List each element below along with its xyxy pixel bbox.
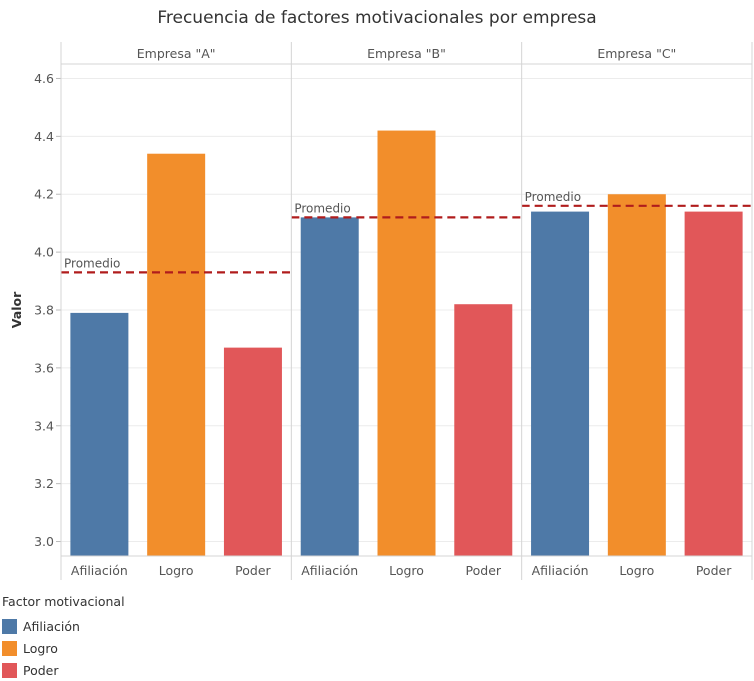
bar-0-0: [70, 312, 129, 556]
legend-title: Factor motivacional: [2, 594, 125, 609]
reference-label-2: Promedio: [525, 190, 581, 204]
x-tick-label: Logro: [389, 563, 424, 578]
legend-swatch-poder: [2, 662, 17, 678]
legend-item-afiliacion[interactable]: Afiliación: [2, 615, 125, 637]
x-tick-label: Poder: [235, 563, 271, 578]
y-tick-label: 4.2: [34, 187, 54, 202]
legend-swatch-logro: [2, 640, 17, 656]
y-tick-label: 4.4: [34, 129, 54, 144]
bar-2-0: [531, 211, 590, 556]
x-tick-label: Logro: [619, 563, 654, 578]
panel-header-1: Empresa "B": [367, 46, 446, 61]
y-tick-label: 3.2: [34, 476, 54, 491]
y-tick-label: 3.4: [34, 418, 54, 433]
reference-label-1: Promedio: [294, 201, 350, 215]
legend-item-poder[interactable]: Poder: [2, 659, 125, 681]
legend-swatch-afiliacion: [2, 618, 17, 634]
x-tick-label: Afiliación: [71, 563, 128, 578]
panel-header-2: Empresa "C": [597, 46, 676, 61]
bar-1-0: [300, 217, 359, 556]
reference-label-0: Promedio: [64, 256, 120, 270]
bar-0-2: [223, 347, 282, 556]
legend-label-logro: Logro: [23, 640, 58, 656]
bar-1-2: [454, 304, 513, 556]
legend-item-logro[interactable]: Logro: [2, 637, 125, 659]
bar-2-2: [684, 211, 743, 556]
chart-title: Frecuencia de factores motivacionales po…: [157, 8, 597, 28]
bar-1-1: [377, 130, 436, 557]
y-tick-label: 4.6: [34, 71, 54, 86]
x-tick-label: Afiliación: [532, 563, 589, 578]
y-tick-label: 3.0: [34, 534, 54, 549]
x-tick-label: Poder: [696, 563, 732, 578]
legend: Factor motivacional Afiliación Logro Pod…: [2, 594, 125, 681]
y-tick-label: 3.8: [34, 303, 54, 318]
bar-0-1: [147, 153, 206, 556]
y-tick-label: 3.6: [34, 360, 54, 375]
x-tick-label: Logro: [159, 563, 194, 578]
x-tick-label: Poder: [466, 563, 502, 578]
legend-label-poder: Poder: [23, 662, 59, 678]
chart-plot-area: 3.0 3.2 3.4 3.6 3.8 4.0 4.2 4.4 4.6 Valor Empresa …: [9, 42, 753, 580]
y-axis-title: Valor: [9, 291, 24, 328]
y-tick-label: 4.0: [34, 245, 54, 260]
legend-label-afiliacion: Afiliación: [23, 618, 80, 634]
panel-header-0: Empresa "A": [137, 46, 216, 61]
x-tick-label: Afiliación: [301, 563, 358, 578]
bar-2-1: [607, 194, 666, 556]
